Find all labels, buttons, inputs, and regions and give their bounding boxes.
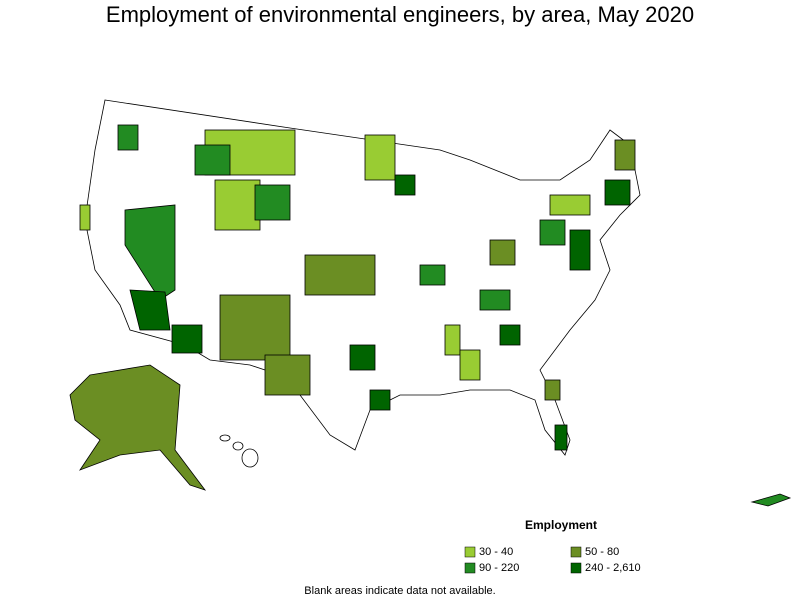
area-patch <box>489 239 516 266</box>
area-patch <box>264 354 311 396</box>
area-patch <box>479 289 511 311</box>
legend-label: 90 - 220 <box>479 562 519 574</box>
hawaii <box>232 441 244 451</box>
area-patch <box>614 139 636 171</box>
legend-label: 30 - 40 <box>479 546 513 558</box>
area-patch <box>79 204 91 231</box>
area-patch <box>549 194 591 216</box>
legend-label: 240 - 2,610 <box>585 562 641 574</box>
area-patch <box>129 289 171 331</box>
area-patch <box>569 229 591 271</box>
area-patch <box>364 134 396 181</box>
area-patch <box>499 324 521 346</box>
area-patch <box>194 144 231 176</box>
area-patch <box>117 124 139 151</box>
legend-swatch <box>570 546 582 558</box>
area-patch <box>539 219 566 246</box>
hawaii <box>241 448 259 468</box>
area-patch <box>254 184 291 221</box>
map <box>69 99 792 507</box>
legend-title: Employment <box>525 518 597 532</box>
legend-label: 50 - 80 <box>585 546 619 558</box>
area-patch <box>419 264 446 286</box>
legend: 30 - 40 50 - 80 90 - 220 240 - 2,610 <box>464 546 641 574</box>
puerto-rico <box>750 493 792 507</box>
legend-swatch <box>464 546 476 558</box>
legend-swatch <box>464 562 476 574</box>
legend-swatch <box>570 562 582 574</box>
area-patch <box>444 324 461 356</box>
hawaii <box>219 434 231 442</box>
map-title: Employment of environmental engineers, b… <box>106 2 694 27</box>
area-patch <box>171 324 203 354</box>
note: Blank areas indicate data not available. <box>304 585 495 597</box>
area-patch <box>394 174 416 196</box>
area-patch <box>214 179 261 231</box>
area-patch <box>369 389 391 411</box>
area-patch <box>604 179 631 206</box>
area-patch <box>459 349 481 381</box>
area-patch <box>219 294 291 361</box>
area-patch <box>544 379 561 401</box>
area-patch <box>124 204 176 301</box>
alaska <box>69 364 207 491</box>
area-patch <box>554 424 568 451</box>
area-patch <box>304 254 376 296</box>
area-patch <box>349 344 376 371</box>
